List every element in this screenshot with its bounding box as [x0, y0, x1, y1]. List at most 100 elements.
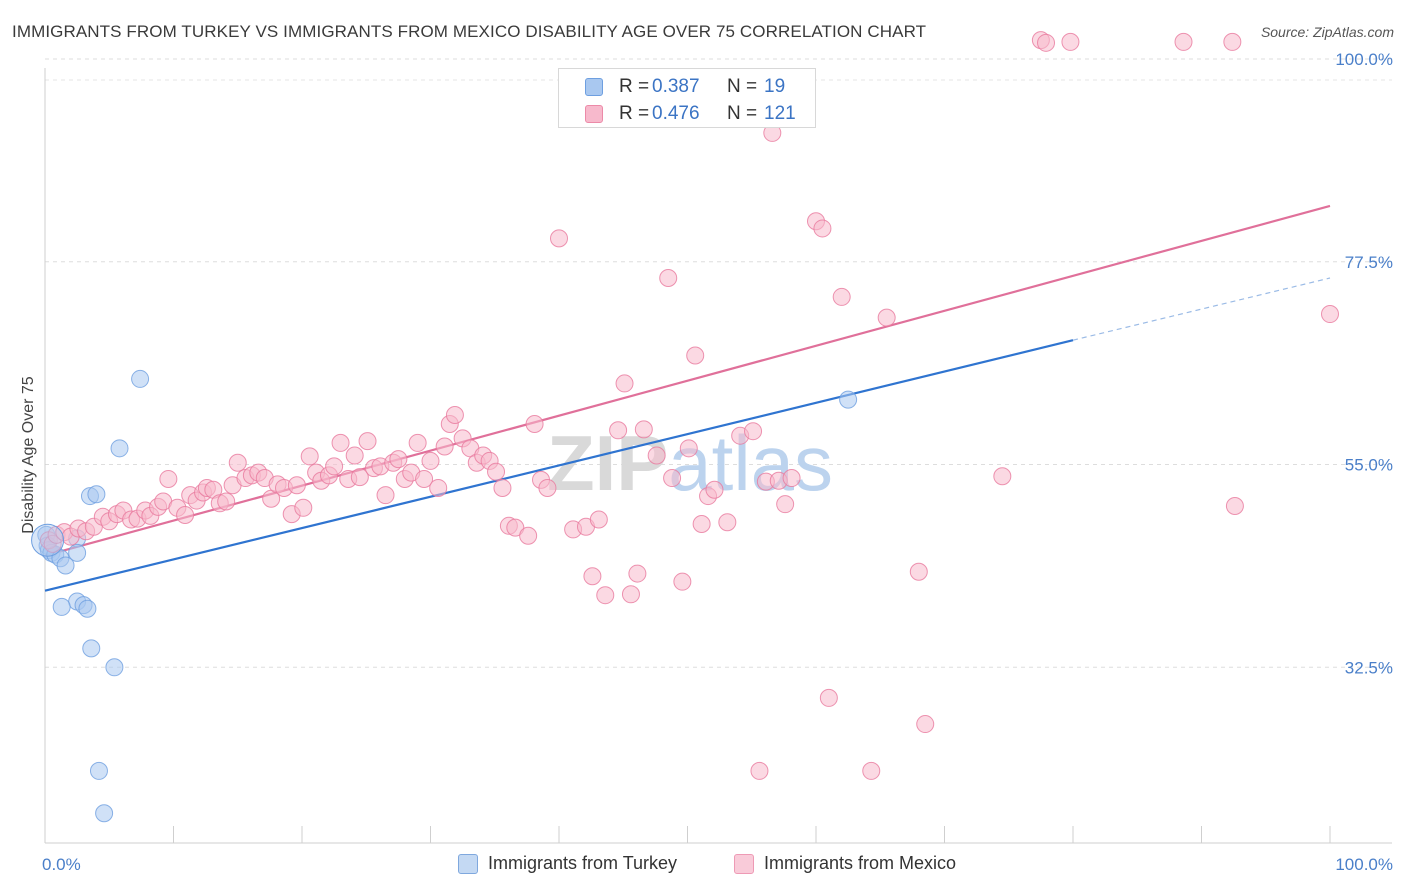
legend-n-value: 121	[764, 103, 796, 124]
point-mexico	[692, 515, 711, 534]
point-mexico	[493, 478, 512, 497]
point-mexico	[389, 450, 408, 469]
legend-n-label: N =	[727, 103, 758, 124]
legend-label-mexico: Immigrants from Mexico	[764, 853, 957, 873]
point-turkey	[87, 485, 106, 504]
point-mexico	[445, 405, 464, 424]
point-mexico	[877, 308, 896, 327]
point-turkey	[89, 761, 108, 780]
point-mexico	[776, 495, 795, 514]
y-tick-label: 32.5%	[1345, 658, 1393, 677]
point-mexico	[663, 469, 682, 488]
point-turkey	[82, 639, 101, 658]
point-mexico	[300, 447, 319, 466]
point-mexico	[705, 480, 724, 499]
legend-n-value: 19	[764, 76, 786, 97]
x-tick-label: 100.0%	[1335, 855, 1393, 874]
point-mexico	[615, 374, 634, 393]
tick-labels: 32.5% 55.0% 77.5% 100.0% 0.0% 100.0%	[42, 50, 1393, 874]
source-label: Source: ZipAtlas.com	[1260, 24, 1394, 40]
point-mexico	[679, 439, 698, 458]
point-mexico	[435, 437, 454, 456]
point-mexico	[550, 229, 568, 248]
point-turkey-cluster	[31, 523, 65, 557]
y-tick-label: 77.5%	[1345, 253, 1393, 272]
point-mexico	[647, 446, 666, 465]
point-mexico	[909, 562, 928, 581]
point-mexico	[813, 219, 832, 238]
legend-row-turkey: R = 0.387 N = 19	[559, 73, 815, 101]
point-mexico	[718, 513, 737, 532]
point-mexico	[429, 478, 448, 497]
point-mexico	[819, 688, 838, 707]
legend-swatch-turkey	[458, 854, 478, 874]
point-mexico	[350, 468, 369, 487]
point-mexico	[538, 478, 557, 497]
point-mexico	[519, 526, 538, 545]
point-mexico	[686, 346, 705, 365]
point-mexico	[408, 433, 427, 452]
point-mexico	[1223, 32, 1242, 51]
point-mexico	[487, 462, 506, 481]
point-mexico	[621, 585, 640, 604]
trend-line-turkey-extension	[1072, 277, 1331, 341]
point-mexico	[628, 564, 647, 583]
legend-swatch-mexico	[734, 854, 754, 874]
point-mexico	[832, 287, 851, 306]
point-turkey	[95, 804, 114, 823]
point-mexico	[862, 761, 881, 780]
legend-n-label: N =	[727, 76, 758, 97]
legend-swatch-turkey	[585, 78, 603, 96]
y-axis-label: Disability Age Over 75	[20, 376, 37, 534]
trend-line-mexico	[44, 204, 1331, 557]
point-mexico	[916, 715, 935, 734]
axes	[44, 68, 1392, 844]
point-mexico	[228, 453, 247, 472]
point-mexico	[217, 492, 236, 511]
trend-lines	[44, 204, 1331, 592]
point-turkey	[131, 369, 150, 388]
point-turkey	[839, 390, 858, 409]
point-turkey	[110, 439, 129, 458]
y-tick-label: 55.0%	[1345, 456, 1393, 475]
point-mexico	[1174, 32, 1193, 51]
legend-r-value: 0.476	[652, 103, 700, 124]
point-mexico	[325, 457, 344, 476]
data-points	[31, 31, 1339, 823]
point-mexico	[415, 469, 434, 488]
series-legend: Immigrants from Turkey Immigrants from M…	[0, 852, 1406, 878]
series-mexico-points	[39, 31, 1339, 780]
point-mexico	[331, 433, 350, 452]
point-mexico	[294, 498, 313, 517]
point-mexico	[634, 420, 653, 439]
correlation-legend: R = 0.387 N = 19 R = 0.476 N = 121	[558, 68, 816, 128]
point-mexico	[345, 446, 364, 465]
point-turkey	[105, 658, 124, 677]
point-mexico	[1037, 33, 1056, 52]
legend-swatch-mexico	[585, 105, 603, 123]
trend-line-turkey	[44, 339, 1074, 592]
grid-lines	[45, 58, 1392, 668]
point-mexico	[782, 469, 801, 488]
point-mexico	[673, 572, 692, 591]
point-mexico	[376, 486, 395, 505]
point-turkey	[68, 543, 87, 562]
point-mexico	[525, 414, 544, 433]
point-mexico	[993, 467, 1012, 486]
point-mexico	[358, 432, 377, 451]
legend-r-value: 0.387	[652, 76, 700, 97]
point-mexico	[744, 422, 763, 441]
point-mexico	[589, 510, 608, 529]
point-mexico	[159, 469, 178, 488]
chart-title: IMMIGRANTS FROM TURKEY VS IMMIGRANTS FRO…	[12, 22, 927, 41]
point-mexico	[1061, 32, 1080, 51]
point-mexico	[421, 451, 440, 470]
point-turkey	[52, 597, 71, 616]
point-mexico	[1321, 305, 1339, 324]
point-mexico	[659, 269, 678, 288]
point-mexico	[609, 421, 628, 440]
point-mexico	[287, 476, 306, 495]
point-turkey	[56, 556, 75, 575]
point-mexico	[583, 567, 602, 586]
